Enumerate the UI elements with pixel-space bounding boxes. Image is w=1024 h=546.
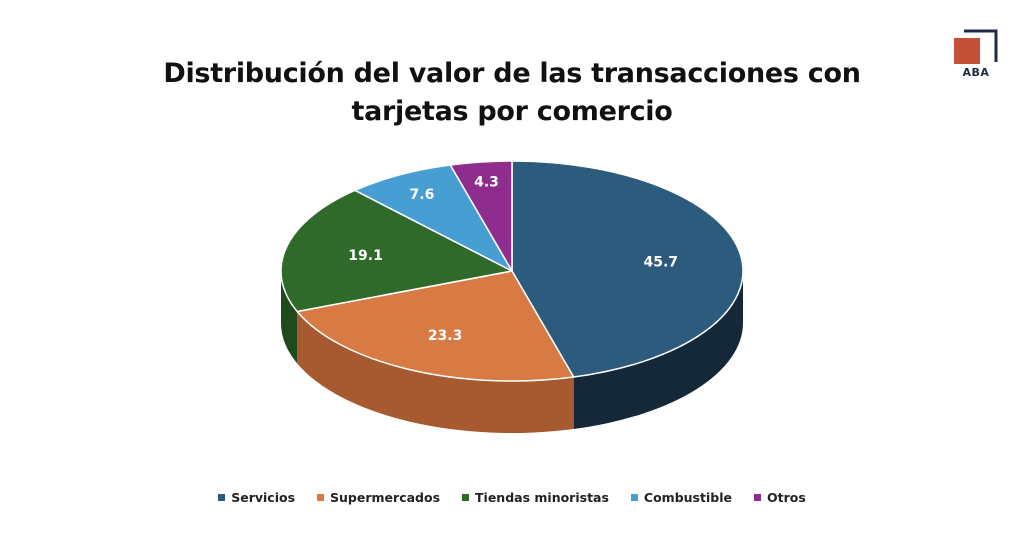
slice-combustible bbox=[354, 164, 513, 272]
slice-servicios bbox=[511, 160, 744, 378]
legend-swatch bbox=[753, 494, 761, 501]
logo-frame bbox=[964, 29, 998, 62]
legend-label: Combustible bbox=[643, 490, 732, 505]
chart-title-line-1: Distribución del valor de las transaccio… bbox=[163, 58, 861, 89]
chart-legend: Servicios Supermercados Tiendas minoristas… bbox=[0, 490, 1024, 505]
legend-swatch bbox=[317, 494, 325, 501]
slice-otros bbox=[449, 160, 513, 272]
data-label-tiendas-minoristas: 19.1 bbox=[348, 248, 383, 264]
chart-title-line-2: tarjetas por comercio bbox=[351, 96, 673, 127]
slice-side-supermercados bbox=[297, 311, 574, 433]
legend-swatch bbox=[630, 494, 638, 501]
logo-text: ABA bbox=[962, 66, 990, 79]
legend-label: Servicios bbox=[231, 490, 296, 505]
legend-item-tiendas-minoristas: Tiendas minoristas bbox=[462, 490, 609, 505]
data-label-servicios: 45.7 bbox=[644, 254, 679, 270]
legend-item-otros: Otros bbox=[753, 490, 806, 505]
legend-item-supermercados: Supermercados bbox=[317, 490, 440, 505]
slice-side-servicios bbox=[573, 271, 743, 430]
data-label-combustible: 7.6 bbox=[410, 187, 435, 203]
legend-label: Supermercados bbox=[330, 490, 441, 505]
legend-item-servicios: Servicios bbox=[218, 490, 295, 505]
chart-title: Distribución del valor de las transaccio… bbox=[0, 55, 1024, 131]
data-label-supermercados: 23.3 bbox=[428, 328, 463, 344]
slice-tiendas-minoristas bbox=[280, 189, 513, 313]
legend-label: Otros bbox=[766, 490, 806, 505]
legend-label: Tiendas minoristas bbox=[475, 490, 609, 505]
legend-swatch bbox=[218, 494, 226, 501]
slice-side-tiendas-minoristas bbox=[281, 271, 298, 364]
data-label-otros: 4.3 bbox=[474, 175, 499, 191]
aba-logo bbox=[954, 29, 998, 64]
legend-swatch bbox=[462, 494, 470, 501]
legend-item-combustible: Combustible bbox=[630, 490, 732, 505]
logo-square bbox=[954, 38, 980, 64]
